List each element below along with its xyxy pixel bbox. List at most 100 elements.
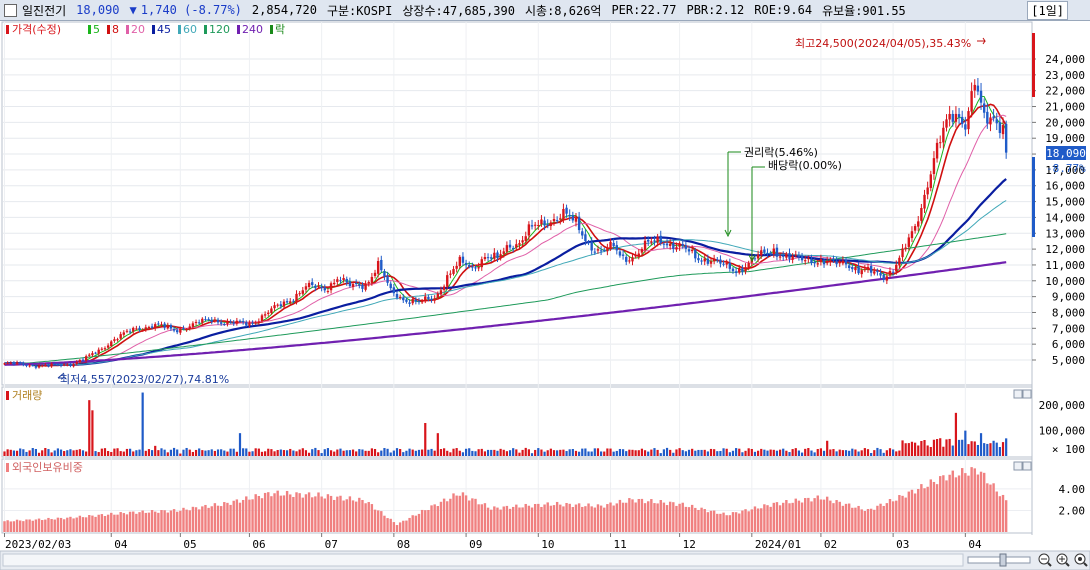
candle [358, 281, 361, 289]
bottom-toolbar [0, 550, 1090, 570]
zoom-reset-icon[interactable] [1074, 553, 1088, 567]
volume-bar [675, 449, 678, 456]
foreign-ratio-bar [888, 498, 892, 532]
foreign-ratio-bar [593, 507, 597, 532]
candle [307, 280, 311, 290]
volume-bar [904, 443, 907, 456]
foreign-ratio-bar [772, 502, 775, 532]
foreign-ratio-bar [844, 503, 848, 532]
zoom-slider-handle[interactable] [999, 553, 1007, 567]
volume-bar [213, 450, 216, 456]
foreign-ratio-bar [791, 502, 794, 532]
foreign-ratio-bar [505, 505, 509, 532]
candle [417, 297, 421, 305]
volume-bar [383, 448, 386, 456]
volume-bar [728, 452, 731, 456]
candle [493, 248, 496, 262]
volume-bar [138, 449, 141, 456]
foreign-ratio-bar [439, 501, 443, 532]
foreign-ratio-bar [537, 503, 540, 532]
candle [81, 357, 85, 362]
volume-bar [898, 450, 901, 456]
foreign-ratio-bar [15, 519, 19, 532]
foreign-ratio-bar [480, 504, 483, 532]
volume-min-button[interactable] [1013, 389, 1023, 399]
volume-bar [191, 451, 194, 456]
foreign-ratio-bar [637, 498, 640, 532]
period-selector[interactable]: [1일] [1027, 0, 1068, 20]
volume-bar [342, 450, 345, 456]
candle [587, 239, 590, 246]
foreign-ratio-bar [901, 495, 904, 532]
candle [957, 107, 961, 124]
foreign-ratio-bar [957, 475, 961, 532]
candle [25, 363, 28, 368]
volume-bar [983, 443, 986, 456]
foreign-min-button[interactable] [1013, 461, 1023, 471]
candle [103, 346, 107, 351]
candle [100, 347, 104, 351]
foreign-close-button[interactable] [1022, 461, 1032, 471]
volume-bar [176, 449, 179, 456]
volume-pane [1, 386, 1033, 458]
pane-controls[interactable] [1013, 389, 1032, 471]
candle [738, 264, 741, 275]
horizontal-scrollbar[interactable] [2, 553, 964, 567]
foreign-ratio-bar [728, 515, 732, 532]
select-checkbox[interactable] [4, 3, 17, 17]
foreign-ratio-bar [455, 495, 458, 532]
volume-close-button[interactable] [1022, 389, 1032, 399]
volume-bar [436, 433, 439, 456]
candle [502, 247, 505, 258]
candle [948, 105, 951, 127]
candle [257, 318, 261, 326]
volume-bar [464, 448, 468, 456]
foreign-ratio-bar [125, 514, 129, 532]
foreign-ratio-bar [647, 501, 650, 532]
zoom-out-icon[interactable] [1038, 553, 1052, 567]
candle [753, 255, 757, 262]
foreign-ratio-bar [301, 497, 304, 532]
foreign-ratio-bar [923, 488, 926, 532]
candle [847, 261, 851, 271]
zoom-slider[interactable] [967, 556, 1031, 564]
foreign-ratio-bar [970, 467, 973, 532]
candle [647, 236, 650, 246]
candle [442, 284, 446, 293]
foreign-ratio-bar [687, 507, 691, 532]
stock-name[interactable]: 일진전기 [22, 3, 67, 18]
candle [301, 286, 304, 296]
candle [807, 255, 810, 263]
zoom-in-icon[interactable] [1056, 553, 1070, 567]
foreign-ratio-bar [606, 504, 609, 532]
foreign-ratio-bar [967, 475, 970, 532]
rights-annotation: 권리락(5.46%) [744, 146, 818, 159]
candle [527, 221, 531, 240]
volume-bar [59, 449, 63, 456]
volume-bar [201, 450, 204, 456]
volume-bar [747, 448, 750, 456]
candle [326, 287, 330, 294]
foreign-ratio-bar [932, 481, 936, 532]
candle [367, 280, 370, 287]
volume-bar [157, 450, 160, 456]
candle [835, 257, 838, 268]
candle [50, 362, 53, 368]
foreign-ratio-bar [3, 521, 6, 532]
volume-bar [94, 451, 97, 456]
foreign-ratio-bar [405, 520, 408, 532]
candle [631, 253, 634, 266]
candle [6, 361, 9, 365]
stock-chart[interactable]: 24,00023,00022,00021,00020,00019,00018,0… [0, 21, 1090, 570]
volume-bar [835, 451, 838, 456]
foreign-ratio-bar [750, 509, 754, 532]
candle [992, 108, 995, 122]
foreign-ratio-bar [172, 509, 176, 532]
volume-bar [640, 448, 644, 456]
volume-bar [370, 448, 373, 456]
volume-bar [339, 448, 342, 456]
volume-bar [917, 445, 920, 456]
foreign-ratio-bar [854, 507, 857, 532]
candle [804, 255, 807, 265]
foreign-ratio-bar [571, 507, 575, 532]
